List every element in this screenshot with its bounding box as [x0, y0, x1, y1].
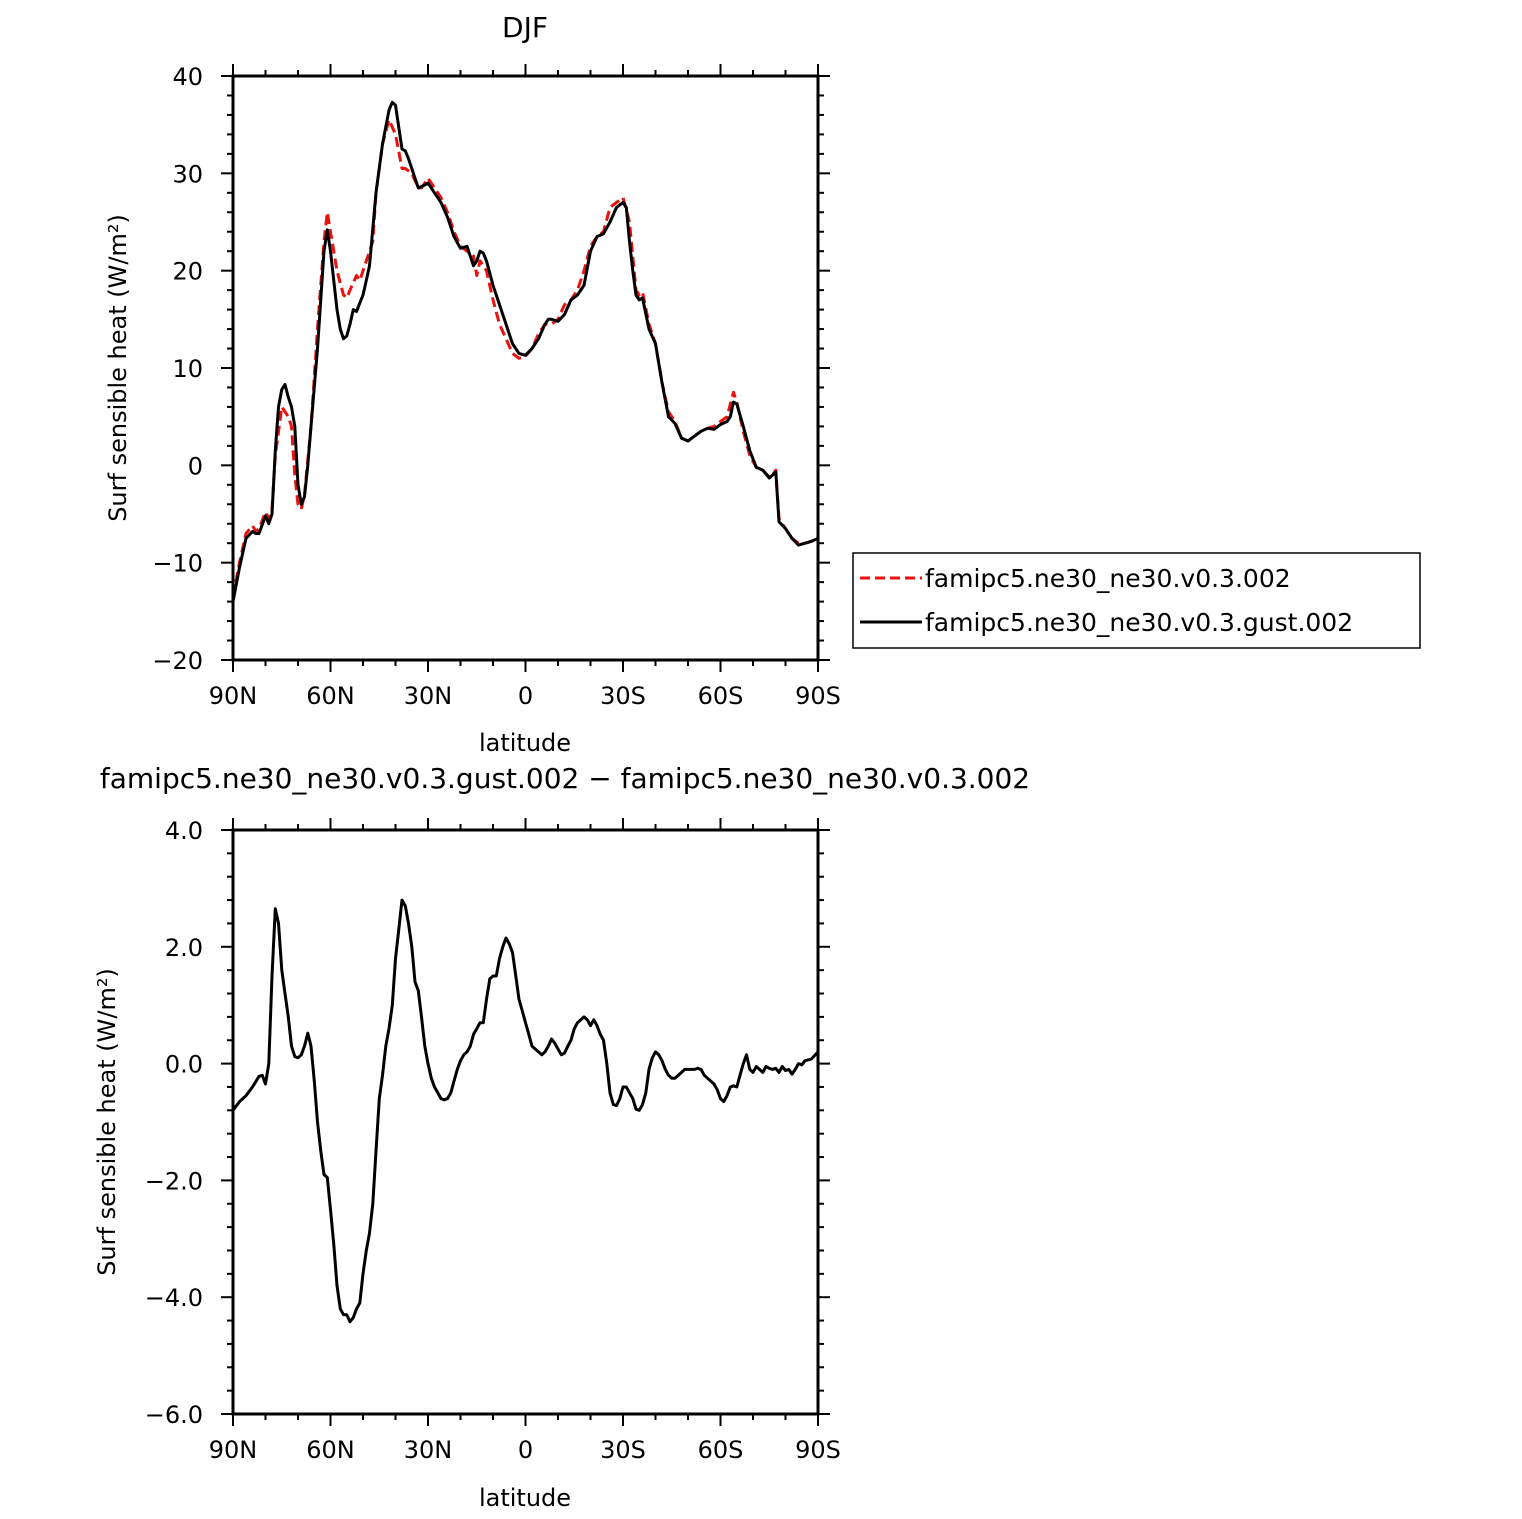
top-axes-ticks: 90N 60N 30N 0 30S 60S 90S 40 30 20 10 0 −10 −20	[152, 63, 841, 710]
x-tick-label: 30N	[404, 1436, 453, 1464]
legend-box	[852, 552, 1421, 649]
y-tick-label: 2.0	[165, 934, 203, 962]
x-tick-label: 0	[518, 1436, 533, 1464]
y-tick-label: −4.0	[145, 1284, 203, 1312]
y-tick-label: −20	[152, 647, 203, 675]
x-tick-label: 90S	[795, 1436, 841, 1464]
x-tick-label: 60N	[306, 1436, 355, 1464]
bottom-chart-title: famipc5.ne30_ne30.v0.3.gust.002 − famipc…	[100, 762, 1030, 795]
bottom-plot-frame	[231, 828, 820, 1416]
series-line-2	[231, 100, 819, 602]
legend-label-series-2: famipc5.ne30_ne30.v0.3.gust.002	[925, 608, 1353, 637]
bottom-panel: famipc5.ne30_ne30.v0.3.gust.002 − famipc…	[93, 762, 1030, 1512]
bottom-x-axis-label: latitude	[479, 1484, 571, 1512]
y-tick-label: 0.0	[165, 1051, 203, 1079]
top-plot-frame	[231, 74, 820, 662]
x-tick-label: 60S	[698, 682, 744, 710]
y-tick-label: 40	[172, 63, 203, 91]
y-tick-label: 4.0	[165, 817, 203, 845]
x-tick-label: 90N	[209, 1436, 258, 1464]
x-tick-label: 30S	[600, 1436, 646, 1464]
bottom-axes-ticks: 90N 60N 30N 0 30S 60S 90S 4.0 2.0 0.0 −2.0 −4.0 −6.0	[145, 817, 841, 1464]
y-tick-label: −10	[152, 550, 203, 578]
top-panel: DJF 90N 60N 30N 0 30S 60S 90S 40 30 20 10 0 −10 −20 l…	[104, 11, 1421, 757]
y-tick-label: 30	[172, 160, 203, 188]
x-tick-label: 30S	[600, 682, 646, 710]
x-tick-label: 90N	[209, 682, 258, 710]
y-tick-label: 10	[172, 355, 203, 383]
top-y-axis-label: Surf sensible heat (W/m²)	[104, 214, 132, 522]
legend: famipc5.ne30_ne30.v0.3.002 famipc5.ne30_…	[852, 552, 1421, 649]
top-x-axis-label: latitude	[479, 729, 571, 757]
x-tick-label: 60S	[698, 1436, 744, 1464]
series-line-1	[231, 898, 820, 1324]
x-tick-label: 90S	[795, 682, 841, 710]
series-line-1	[231, 118, 819, 597]
bottom-y-axis-label: Surf sensible heat (W/m²)	[93, 968, 121, 1276]
y-tick-label: 0	[188, 452, 203, 480]
x-tick-label: 60N	[306, 682, 355, 710]
y-tick-label: −6.0	[145, 1401, 203, 1429]
top-series-lines	[231, 100, 819, 602]
legend-label-series-1: famipc5.ne30_ne30.v0.3.002	[925, 564, 1291, 593]
top-chart-title: DJF	[502, 11, 548, 44]
bottom-series-lines	[231, 898, 820, 1324]
y-tick-label: −2.0	[145, 1167, 203, 1195]
x-tick-label: 30N	[404, 682, 453, 710]
x-tick-label: 0	[518, 682, 533, 710]
y-tick-label: 20	[172, 258, 203, 286]
